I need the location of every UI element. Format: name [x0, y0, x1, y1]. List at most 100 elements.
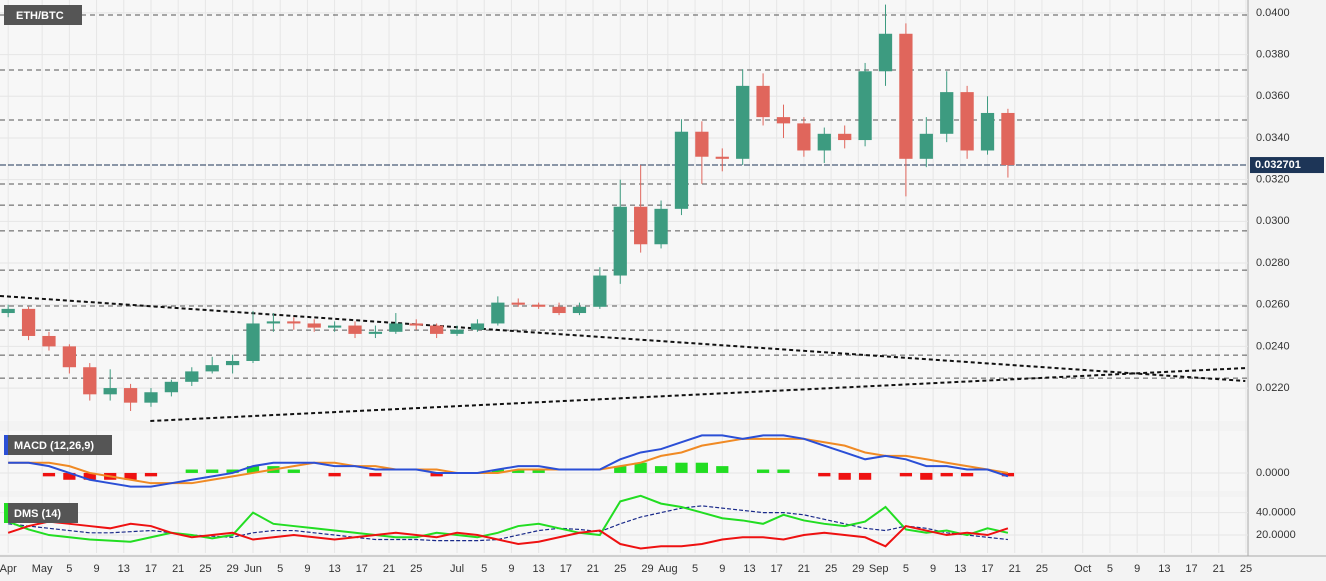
x-tick-label: 21	[172, 563, 184, 575]
y-tick-label: 0.0340	[1256, 132, 1290, 144]
last-price-box	[1250, 157, 1324, 174]
x-tick-label: 17	[981, 563, 993, 575]
candle-body	[776, 117, 791, 124]
candle-body	[205, 365, 219, 372]
candle-body	[103, 388, 117, 395]
x-tick-label: 17	[145, 563, 157, 575]
histogram-bar	[83, 472, 96, 480]
candle-body	[736, 85, 750, 159]
histogram-bar	[1001, 472, 1015, 477]
candle-body	[225, 360, 240, 366]
candle-body	[1, 308, 15, 314]
x-tick-label: 17	[771, 563, 783, 575]
candle-body	[960, 92, 974, 151]
x-tick-label: 21	[587, 563, 599, 575]
histogram-bar	[654, 466, 668, 473]
x-tick-label: 9	[930, 563, 936, 575]
title-box	[4, 503, 78, 523]
histogram-bar	[634, 462, 647, 473]
histogram-bar	[63, 472, 76, 480]
candle-body	[980, 112, 995, 151]
histogram-bar	[899, 472, 913, 477]
y-tick-label: 20.0000	[1256, 529, 1296, 541]
candle-body	[756, 85, 770, 118]
x-tick-label: 25	[614, 563, 626, 575]
candle-body	[919, 133, 933, 159]
candle-body	[695, 131, 709, 157]
histogram-bar	[675, 462, 688, 473]
x-tick-label: 5	[66, 563, 72, 575]
y-tick-label: 0.0300	[1256, 215, 1290, 227]
x-tick-label: 5	[277, 563, 283, 575]
last-price-label: 0.032701	[1255, 159, 1301, 171]
x-tick-label: 21	[798, 563, 810, 575]
x-tick-label: Jun	[244, 563, 262, 575]
x-tick-label: 13	[743, 563, 755, 575]
candle-body	[491, 302, 505, 324]
x-tick-label: 5	[903, 563, 909, 575]
histogram-bar	[144, 472, 158, 477]
marks	[1, 4, 1015, 550]
title-box	[4, 5, 82, 25]
histogram-bar	[206, 469, 219, 473]
trend-line	[0, 294, 1246, 382]
histogram-bar	[430, 472, 443, 477]
y-tick-label: 0.0400	[1256, 7, 1290, 19]
x-tick-label: 13	[118, 563, 130, 575]
x-tick-label: 21	[1213, 563, 1225, 575]
histogram-bar	[858, 472, 872, 480]
x-tick-label: 13	[954, 563, 966, 575]
dms-title: DMS (14)	[14, 508, 61, 520]
candle-body	[572, 306, 587, 314]
candle-body	[470, 323, 485, 330]
x-tick-label: 9	[94, 563, 100, 575]
x-tick-label: 13	[328, 563, 340, 575]
candle-body	[593, 275, 607, 307]
x-tick-label: 9	[304, 563, 310, 575]
histogram-bar	[920, 472, 933, 480]
x-tick-label: Oct	[1074, 563, 1091, 575]
x-tick-label: 13	[533, 563, 545, 575]
x-tick-label: Sep	[869, 563, 889, 575]
candle-body	[307, 323, 321, 328]
adx-line	[8, 505, 1008, 542]
candle-body	[409, 323, 423, 326]
x-tick-label: 29	[641, 563, 653, 575]
candle-body	[42, 335, 56, 347]
candle-body	[185, 371, 199, 382]
x-tick-label: 25	[1240, 563, 1252, 575]
histogram-bar	[124, 472, 137, 480]
candle-body	[634, 206, 648, 245]
candle-body	[674, 131, 689, 209]
histogram-bar	[512, 469, 525, 473]
candle-body	[83, 367, 97, 395]
histogram-bar	[42, 472, 56, 477]
x-tick-label: 17	[1185, 563, 1197, 575]
histogram-bar	[818, 472, 831, 477]
x-tick-label: 5	[692, 563, 698, 575]
histogram-bar	[328, 472, 341, 477]
candle-body	[429, 325, 444, 334]
x-tick-label: Aug	[658, 563, 678, 575]
histogram-bar	[695, 462, 708, 473]
candle-body	[164, 381, 179, 393]
y-tick-label: 0.0000	[1256, 467, 1290, 479]
x-tick-label: 13	[1158, 563, 1170, 575]
x-tick-label: 9	[508, 563, 514, 575]
y-tick-label: 0.0280	[1256, 257, 1290, 269]
x-tick-label: 9	[719, 563, 725, 575]
y-tick-label: 0.0240	[1256, 340, 1290, 352]
x-tick-label: 21	[1009, 563, 1021, 575]
x-tick-label: 29	[852, 563, 864, 575]
x-tick-label: 9	[1134, 563, 1140, 575]
title-strip	[4, 503, 8, 523]
title-box	[4, 435, 112, 455]
grid	[0, 0, 1248, 553]
candle-body	[62, 346, 77, 368]
x-tick-label: Jul	[450, 563, 464, 575]
y-tick-label: 0.0320	[1256, 174, 1290, 186]
chart-title: ETH/BTC	[16, 10, 64, 22]
histogram-bar	[716, 466, 729, 473]
histogram-bar	[838, 472, 851, 480]
